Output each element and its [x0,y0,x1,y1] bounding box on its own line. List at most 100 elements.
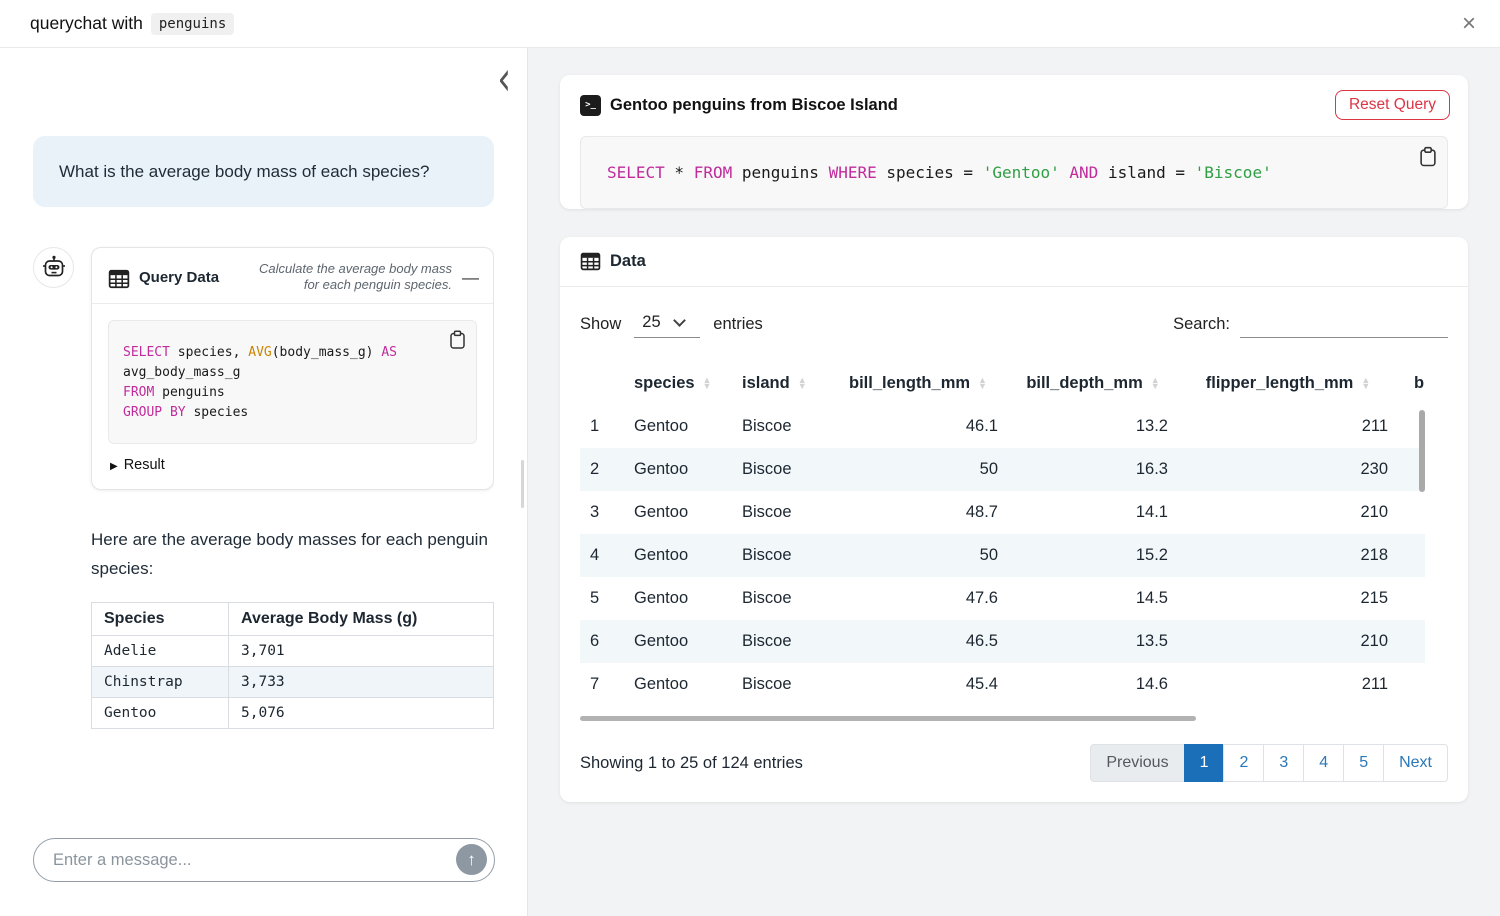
table-cell: 210 [1360,503,1388,521]
minimize-icon[interactable]: — [462,268,479,288]
result-label: Result [123,457,165,474]
search-input[interactable] [1240,311,1448,338]
sql-code-block: SELECT species, AVG(body_mass_g) AS avg_… [108,319,477,445]
pagination-page-3[interactable]: 3 [1263,744,1305,782]
table-cell: 14.1 [1135,503,1168,521]
table-cell [1398,491,1425,534]
table-cell: 13.5 [1008,620,1178,663]
chat-message-input[interactable] [33,838,495,882]
table-cell: Biscoe [742,503,792,521]
column-header-rownum [580,364,624,405]
panel-resize-handle[interactable] [521,460,524,508]
reset-query-button[interactable]: Reset Query [1334,90,1450,120]
sql-code: SELECT * FROM penguins WHERE species = '… [607,163,1272,182]
chat-sidebar: ‹ What is the average body mass of each … [0,48,528,916]
table-cell: 2 [580,448,624,491]
result-toggle[interactable]: ▶ Result [108,444,477,473]
sql-code: SELECT species, AVG(body_mass_g) AS avg_… [123,344,397,421]
tool-card-subtitle: Calculate the average body mass for each… [259,261,452,292]
table-cell: 13.2 [1135,417,1168,435]
horizontal-scrollbar-thumb[interactable] [580,716,1196,721]
robot-avatar [33,247,74,289]
assistant-content: Query Data Calculate the average body ma… [91,247,494,729]
pagination-page-4[interactable]: 4 [1303,744,1345,782]
show-label: Show [580,315,622,333]
table-cell: 6 [580,620,624,663]
table-cell: Gentoo [634,503,689,521]
table-cell: 46.5 [828,620,1008,663]
pagination-page-1[interactable]: 1 [1183,744,1225,782]
table-cell: 5 [590,589,600,607]
main-layout: ‹ What is the average body mass of each … [0,48,1500,916]
table-cell: 5,076 [228,696,494,729]
arrow-up-icon: ↑ [467,849,476,869]
current-query-card: >_ Gentoo penguins from Biscoe Island Re… [560,75,1468,209]
search-container: Search: [1173,311,1448,338]
table-cell: 45.4 [965,675,998,693]
table-row: 6 Gentoo Biscoe 46.5 13.5 210 [580,620,1425,663]
table-cell: 14.5 [1135,589,1168,607]
tool-call-card: Query Data Calculate the average body ma… [91,247,494,491]
vertical-scrollbar-thumb[interactable] [1419,410,1425,492]
table-cell: 46.1 [965,417,998,435]
table-cell: 16.3 [1008,448,1178,491]
data-card-body: Show 25 entries Search: [560,287,1468,802]
table-cell: Gentoo [624,534,732,577]
pagination-next[interactable]: Next [1383,744,1448,782]
column-header: Average Body Mass (g) [228,601,494,636]
pagination-page-5[interactable]: 5 [1343,744,1385,782]
table-row: 7 Gentoo Biscoe 45.4 14.6 211 [580,663,1425,706]
table-icon [108,270,130,289]
table-row: Chinstrap 3,733 [91,665,494,698]
table-cell: 48.7 [965,503,998,521]
app-title: querychat with [30,13,143,33]
table-cell: 3 [590,503,600,521]
chat-input-bar: ↑ [33,838,495,882]
user-message: What is the average body mass of each sp… [33,136,494,208]
table-row: 2 Gentoo Biscoe 50 16.3 230 [580,448,1425,491]
collapse-sidebar-icon[interactable]: ‹ [497,51,511,107]
column-header-body-mass[interactable]: b [1414,374,1425,392]
page-size-select[interactable]: 25 [634,311,701,338]
table-header-row: Species Average Body Mass (g) [91,601,494,636]
column-header-species[interactable]: species [624,364,732,405]
robot-icon [42,255,65,277]
chat-message-list: What is the average body mass of each sp… [33,68,494,838]
tool-card-header: Query Data Calculate the average body ma… [92,248,493,304]
table-cell: Biscoe [742,675,792,693]
table-cell: 3,733 [228,665,494,698]
page-size-value: 25 [642,313,661,331]
table-cell: 1 [590,417,600,435]
close-icon[interactable]: × [1461,9,1476,37]
table-cell: 210 [1178,620,1398,663]
table-cell: Biscoe [732,620,828,663]
copy-icon[interactable] [1419,146,1437,167]
table-cell [1398,620,1425,663]
table-cell: 4 [580,534,624,577]
column-header-island[interactable]: island [732,364,828,405]
table-row: 1 Gentoo Biscoe 46.1 13.2 211 [580,405,1425,448]
copy-icon[interactable] [449,330,466,349]
pagination-previous[interactable]: Previous [1090,744,1185,782]
terminal-icon: >_ [580,94,601,116]
entries-status: Showing 1 to 25 of 124 entries [580,753,803,772]
data-card: Data Show 25 entries Search: [560,237,1468,802]
table-cell: Biscoe [742,417,792,435]
table-cell: 215 [1360,589,1388,607]
query-card-header: >_ Gentoo penguins from Biscoe Island Re… [560,75,1468,134]
query-title: Gentoo penguins from Biscoe Island [610,95,898,114]
species-summary-table: Species Average Body Mass (g) Adelie 3,70… [91,601,494,729]
send-button[interactable]: ↑ [456,844,487,875]
column-header-bill-length[interactable]: bill_length_mm [828,364,1008,405]
table-cell: Gentoo [634,589,689,607]
table-cell: Biscoe [732,534,828,577]
pagination-page-2[interactable]: 2 [1223,744,1265,782]
tool-card-title: Query Data [139,269,220,287]
sort-icon [1151,378,1160,389]
column-header-bill-depth[interactable]: bill_depth_mm [1008,364,1178,405]
sort-icon [978,378,987,389]
table-cell: 7 [590,675,600,693]
table-icon [580,252,601,271]
column-header-flipper-length[interactable]: flipper_length_mm [1178,364,1398,405]
table-cell: 218 [1178,534,1398,577]
